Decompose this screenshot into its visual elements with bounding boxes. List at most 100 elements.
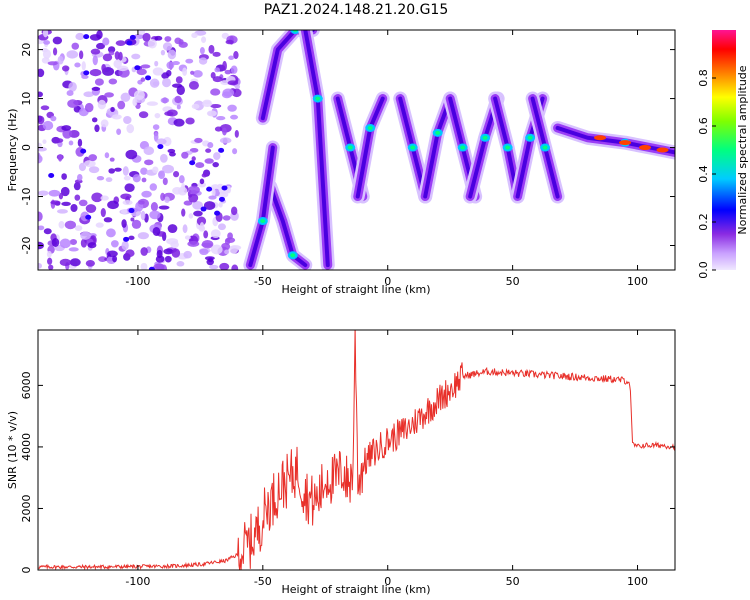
- spectrogram-noise-cell: [156, 138, 167, 145]
- spectrogram-noise-cell: [161, 72, 170, 79]
- spectrogram-noise-cell: [230, 114, 239, 120]
- spectrogram-noise-cell: [95, 222, 104, 228]
- spectrogram-noise-cell: [122, 199, 133, 206]
- spectrogram-noise-cell: [211, 187, 216, 198]
- spectrogram-x-tick-label: -100: [125, 275, 150, 288]
- spectrogram-noise-cell: [100, 207, 106, 218]
- snr-x-tick-label: 50: [506, 575, 520, 588]
- spectrogram-noise-cell: [164, 196, 170, 203]
- spectrogram-noise-cell: [38, 190, 49, 196]
- spectrogram-noise-cell: [58, 220, 65, 229]
- spectrogram-noise-cell: [167, 224, 178, 234]
- spectrogram-y-tick-label: 0: [20, 144, 33, 151]
- spectrogram-noise-peak: [80, 148, 87, 154]
- spectrogram-noise-cell: [219, 262, 230, 270]
- spectrogram-noise-cell: [43, 228, 52, 235]
- spectrogram-noise-cell: [170, 240, 179, 249]
- spectrogram-noise-cell: [38, 68, 45, 78]
- spectrogram-y-ticks: -20 -10 0 10 20: [20, 43, 675, 254]
- spectrogram-noise-cell: [210, 103, 222, 109]
- spectrogram-noise-cell: [178, 41, 188, 48]
- colorbar: 0.0 0.2 0.4 0.6 0.8 Normalized spectral ampl…: [697, 30, 749, 279]
- spectrogram-noise-cell: [111, 114, 122, 120]
- spectrogram-noise-cell: [212, 51, 221, 57]
- spectrogram-noise-cell: [57, 55, 64, 65]
- snr-y-tick-label: 2000: [20, 494, 33, 522]
- spectrogram-noise-cell: [104, 152, 110, 159]
- spectrogram-noise-cell: [94, 78, 104, 86]
- spectrogram-noise-cell: [88, 166, 100, 174]
- spectrogram-noise-cell: [152, 226, 161, 236]
- spectrogram-noise-cell: [191, 32, 198, 39]
- spectrogram-ridge-peak-core: [347, 145, 353, 150]
- spectrogram-noise-cell: [74, 62, 81, 68]
- spectrogram-ridge-peak-core: [460, 145, 466, 150]
- spectrogram-noise-cell: [123, 116, 132, 125]
- spectrogram-noise-cell: [227, 232, 233, 240]
- spectrogram-noise-cell: [38, 225, 45, 231]
- spectrogram-noise-cell: [70, 203, 78, 213]
- snr-y-tick-label: 4000: [20, 433, 33, 461]
- spectrogram-noise-peak: [218, 147, 225, 153]
- spectrogram-noise-cell: [66, 90, 74, 97]
- spectrogram-x-axis-label: Height of straight line (km): [281, 283, 430, 296]
- spectrogram-noise-cell: [217, 223, 226, 231]
- spectrogram-noise-cell: [68, 247, 79, 252]
- spectrogram-noise-cell: [201, 173, 208, 178]
- spectrogram-noise-cell: [181, 182, 186, 193]
- spectrogram-noise-cell: [205, 148, 212, 153]
- spectrogram-noise-cell: [52, 47, 58, 56]
- spectrogram-band-peak: [656, 147, 669, 153]
- snr-x-tick-label: -100: [125, 575, 150, 588]
- spectrogram-noise-cell: [154, 60, 159, 67]
- spectrogram-noise-cell: [174, 95, 182, 104]
- spectrogram-noise-cell: [140, 64, 151, 69]
- spectrogram-noise-cell: [137, 232, 149, 240]
- spectrogram-noise-cell: [195, 162, 205, 169]
- spectrogram-noise-cell: [234, 129, 239, 138]
- colorbar-tick-label: 0.2: [697, 213, 710, 231]
- spectrogram-noise-peak: [221, 185, 228, 191]
- snr-y-tick-label: 0: [20, 567, 33, 574]
- spectrogram-noise-cell: [128, 235, 135, 241]
- spectrogram-noise-cell: [194, 137, 203, 143]
- snr-plot-area: [38, 330, 675, 570]
- spectrogram-noise-cell: [38, 115, 45, 125]
- spectrogram-noise-cell: [208, 195, 217, 200]
- spectrogram-noise-cell: [100, 119, 109, 128]
- spectrogram-noise-cell: [126, 124, 135, 134]
- spectrogram-noise-cell: [203, 230, 209, 239]
- spectrogram-band-peak: [639, 145, 652, 151]
- spectrogram-noise-cell: [206, 110, 217, 117]
- spectrogram-noise-cell: [149, 183, 158, 191]
- spectrogram-ridge-peak-core: [527, 135, 533, 140]
- spectrogram-noise-cell: [101, 64, 106, 72]
- spectrogram-noise-cell: [50, 200, 61, 205]
- spectrogram-noise-peak: [157, 144, 164, 150]
- spectrogram-noise-cell: [110, 240, 119, 248]
- spectrogram-noise-cell: [199, 47, 205, 55]
- spectrogram-noise-cell: [140, 77, 146, 82]
- spectrogram-noise-cell: [40, 105, 50, 111]
- spectrogram-noise-cell: [182, 224, 188, 234]
- spectrogram-noise-cell: [210, 229, 221, 238]
- spectrogram-noise-cell: [208, 44, 215, 54]
- spectrogram-noise-cell: [41, 47, 48, 53]
- spectrogram-noise-cell: [228, 55, 235, 61]
- spectrogram-noise-cell: [166, 61, 175, 70]
- spectrogram-band-peak: [594, 135, 607, 141]
- spectrogram-noise-cell: [131, 53, 141, 60]
- spectrogram-noise-cell: [124, 183, 135, 192]
- spectrogram-y-tick-label: 10: [20, 92, 33, 106]
- spectrogram-noise-cell: [115, 40, 126, 46]
- spectrogram-noise-cell: [116, 128, 122, 135]
- spectrogram-noise-cell: [77, 173, 83, 181]
- snr-x-axis-label: Height of straight line (km): [281, 583, 430, 596]
- spectrogram-noise-cell: [112, 255, 118, 263]
- spectrogram-noise-cell: [138, 111, 149, 119]
- spectrogram-noise-cell: [225, 39, 234, 45]
- spectrogram-noise-cell: [107, 200, 119, 210]
- spectrogram-noise-cell: [210, 72, 216, 79]
